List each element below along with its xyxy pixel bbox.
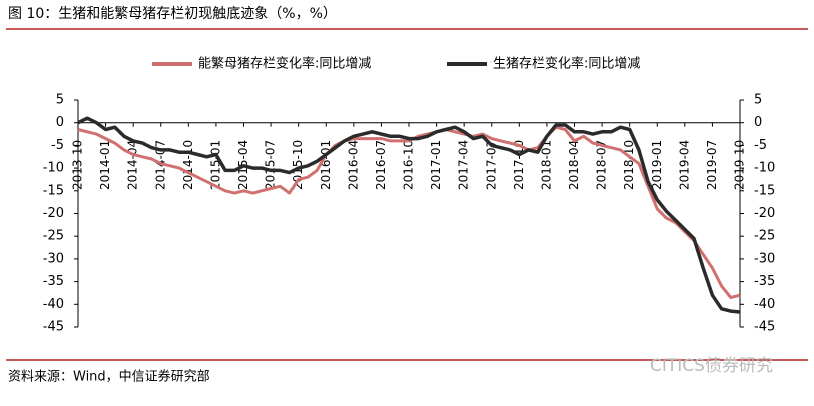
- x-tick-label: 2016-04: [346, 140, 360, 190]
- x-tick-label: 2015-07: [264, 140, 278, 190]
- y-tick-label: -35: [43, 274, 64, 289]
- x-tick-label: 2019-04: [677, 140, 691, 190]
- x-tick-label: 2017-04: [457, 140, 471, 190]
- x-tick-label: 2016-10: [402, 140, 416, 190]
- chart-title: 图 10：生猪和能繁母猪存栏初现触底迹象（%，%）: [8, 5, 337, 22]
- x-tick-label: 2017-01: [429, 140, 443, 190]
- y-tick-label: -5: [51, 138, 64, 153]
- y-tick-label: -25: [43, 229, 64, 244]
- x-tick-label: 2018-04: [567, 140, 581, 190]
- source: 资料来源：Wind，中信证券研究部: [8, 369, 210, 385]
- y2-tick-label: -10: [754, 161, 775, 176]
- x-tick-label: 2019-10: [733, 140, 747, 190]
- y-tick-label: -15: [43, 183, 64, 198]
- y2-tick-label: -5: [754, 138, 767, 153]
- series-line: [77, 116, 741, 314]
- x-tick-label: 2014-04: [126, 140, 140, 190]
- x-tick-label: 2015-01: [208, 140, 222, 190]
- y2-tick-label: -40: [754, 297, 775, 312]
- x-tick-label: 2019-07: [705, 140, 719, 190]
- x-tick-label: 2017-07: [484, 140, 498, 190]
- legend-label: 能繁母猪存栏变化率:同比增减: [198, 56, 371, 72]
- y-tick-label: -20: [43, 206, 64, 221]
- y2-tick-label: -25: [754, 229, 775, 244]
- series-line: [77, 125, 741, 299]
- y-tick-label: -10: [43, 161, 64, 176]
- x-tick-label: 2018-07: [595, 140, 609, 190]
- y2-tick-label: -45: [754, 320, 775, 335]
- x-tick-label: 2016-07: [374, 140, 388, 190]
- x-tick-label: 2013-10: [71, 140, 85, 190]
- y-tick-label: 5: [56, 93, 64, 108]
- y-tick-label: 0: [56, 115, 64, 130]
- legend-label: 生猪存栏变化率:同比增减: [493, 56, 640, 72]
- x-tick-label: 2014-10: [181, 140, 195, 190]
- y-tick-label: -45: [43, 320, 64, 335]
- y2-tick-label: -30: [754, 251, 775, 266]
- y2-tick-label: -35: [754, 274, 775, 289]
- y2-tick-label: -15: [754, 183, 775, 198]
- y2-tick-label: -20: [754, 206, 775, 221]
- x-tick-label: 2019-01: [650, 140, 664, 190]
- x-tick-label: 2014-01: [98, 140, 112, 190]
- y2-tick-label: 0: [754, 115, 762, 130]
- watermark: CITICS债券研究: [650, 356, 773, 376]
- y-tick-label: -30: [43, 251, 64, 266]
- y-tick-label: -40: [43, 297, 64, 312]
- y2-tick-label: 5: [754, 93, 762, 108]
- x-tick-label: 2018-10: [622, 140, 636, 190]
- x-tick-label: 2018-01: [539, 140, 553, 190]
